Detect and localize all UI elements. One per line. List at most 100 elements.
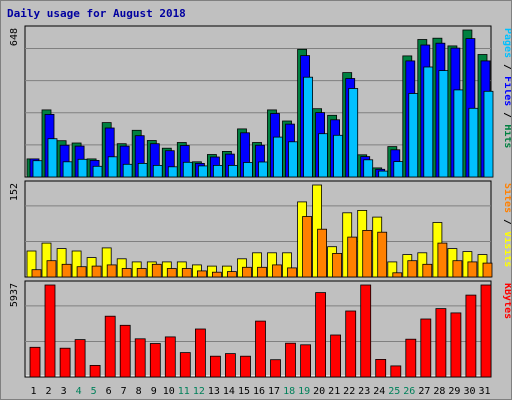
bar-pages-day-6	[107, 156, 118, 178]
bar-sites-day-31	[482, 262, 493, 278]
bar-kbytes-day-6	[104, 315, 116, 378]
bar-sites-day-11	[181, 268, 192, 278]
x-tick-label: 4	[76, 386, 82, 397]
bar-pages-day-29	[453, 89, 464, 178]
panel-1-legend: Pages / Files / Hits	[502, 28, 511, 148]
bar-sites-day-9	[151, 263, 162, 278]
bar-sites-day-7	[121, 268, 132, 278]
bar-visits-day-3	[56, 248, 67, 278]
x-tick-label: 7	[121, 386, 127, 397]
x-tick-label: 2	[45, 386, 51, 397]
bar-kbytes-day-12	[194, 328, 206, 378]
legend-entry: /	[502, 58, 511, 70]
bar-pages-day-7	[122, 163, 133, 178]
legend-entry: /	[502, 106, 511, 118]
bar-kbytes-day-8	[134, 338, 146, 378]
bar-sites-day-16	[257, 266, 267, 278]
bar-kbytes-day-1	[29, 346, 41, 378]
x-tick-label: 9	[151, 386, 157, 397]
bar-sites-day-22	[347, 236, 358, 278]
bar-pages-day-14	[227, 164, 238, 178]
bar-kbytes-day-4	[74, 339, 86, 378]
x-tick-label: 12	[193, 386, 205, 397]
bar-pages-day-12	[197, 165, 208, 178]
x-tick-label: 31	[478, 386, 490, 397]
bar-visits-day-25	[387, 261, 398, 278]
bar-pages-day-20	[318, 133, 329, 178]
x-tick-label: 18	[283, 386, 295, 397]
bar-sites-day-13	[211, 271, 222, 278]
bar-pages-day-13	[212, 164, 223, 178]
bar-sites-day-28	[437, 242, 448, 278]
x-tick-label: 8	[136, 386, 142, 397]
legend-entry: Sites	[502, 183, 511, 213]
x-tick-label: 11	[178, 386, 190, 397]
bar-sites-day-2	[46, 260, 57, 278]
bar-visits-day-1	[26, 250, 37, 278]
x-tick-label: 15	[238, 386, 250, 397]
bar-visits-day-6	[101, 247, 112, 278]
bar-kbytes-day-29	[450, 312, 462, 378]
bar-kbytes-day-3	[59, 347, 71, 378]
bar-sites-day-4	[76, 266, 87, 278]
bar-pages-day-9	[152, 164, 163, 178]
bar-visits-day-18	[282, 252, 292, 278]
bar-kbytes-day-31	[480, 284, 492, 378]
bar-sites-day-24	[377, 231, 388, 278]
chart-title: Daily usage for August 2018	[7, 7, 186, 20]
bar-kbytes-day-17	[270, 359, 281, 378]
bar-pages-day-23	[363, 159, 374, 178]
x-tick-label: 16	[253, 386, 265, 397]
bar-kbytes-day-7	[119, 324, 131, 378]
legend-entry: Visits	[502, 225, 511, 267]
bar-sites-day-25	[392, 272, 403, 278]
x-tick-label: 30	[463, 386, 475, 397]
panel-3-legend: KBytes	[502, 283, 511, 319]
bar-pages-day-18	[288, 141, 298, 178]
bar-kbytes-day-11	[179, 352, 191, 378]
bar-visits-day-2	[41, 242, 52, 278]
bar-pages-day-27	[423, 66, 434, 178]
legend-entry: Files	[502, 70, 511, 106]
bar-pages-day-2	[47, 138, 58, 178]
bar-pages-day-26	[408, 93, 419, 178]
bar-pages-day-16	[258, 161, 268, 178]
bar-kbytes-day-13	[209, 355, 221, 378]
bar-sites-day-3	[61, 263, 72, 278]
bar-pages-day-4	[77, 158, 88, 178]
x-tick-label: 20	[313, 386, 325, 397]
x-tick-label: 27	[418, 386, 430, 397]
bar-pages-day-24	[378, 170, 389, 178]
bar-pages-day-11	[182, 161, 193, 178]
bar-pages-day-22	[348, 88, 359, 178]
panel-2-legend: Sites / Visits	[502, 183, 511, 267]
panel-3-max-label: 5937	[9, 283, 20, 307]
panel-2-max-label: 152	[9, 183, 20, 201]
x-tick-label: 22	[343, 386, 355, 397]
bar-sites-day-8	[136, 268, 147, 278]
bar-kbytes-day-25	[390, 365, 402, 378]
bar-pages-day-5	[92, 165, 103, 178]
x-tick-label: 17	[268, 386, 280, 397]
x-tick-label: 26	[403, 386, 415, 397]
bar-pages-day-21	[333, 134, 344, 178]
panel-1-max-label: 648	[9, 28, 20, 46]
bar-pages-day-19	[303, 76, 314, 178]
x-tick-label: 3	[61, 386, 67, 397]
bar-pages-day-31	[483, 90, 494, 178]
bar-pages-day-1	[32, 160, 43, 178]
bar-sites-day-12	[196, 270, 207, 278]
bar-sites-day-29	[452, 260, 463, 278]
bar-kbytes-day-16	[255, 320, 266, 378]
bar-sites-day-10	[166, 268, 177, 278]
bar-kbytes-day-23	[360, 284, 372, 378]
bar-kbytes-day-24	[375, 358, 387, 378]
bar-kbytes-day-19	[300, 344, 312, 378]
bar-sites-day-23	[362, 229, 373, 278]
bar-pages-day-8	[137, 162, 148, 178]
bar-sites-day-1	[31, 269, 42, 278]
bar-sites-day-21	[332, 252, 343, 278]
x-tick-label: 1	[30, 386, 36, 397]
